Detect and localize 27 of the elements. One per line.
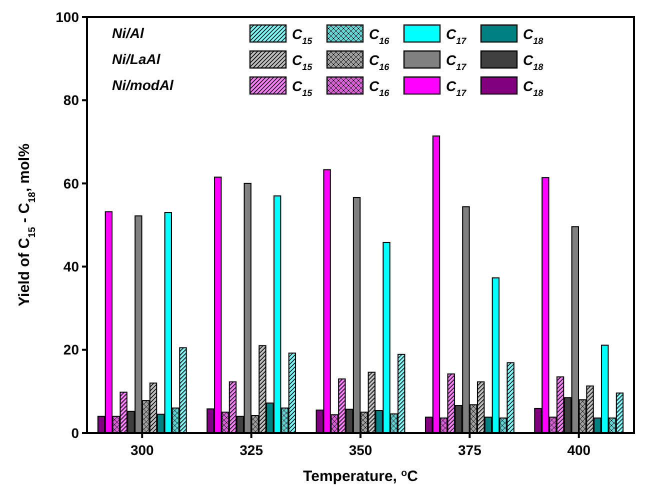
x-tick-label: 400 (567, 442, 591, 458)
legend-label: C$_{15}$ (292, 26, 314, 46)
legend-label: C$_{17}$ (446, 26, 468, 46)
legend-label: C$_{16}$ (369, 52, 390, 72)
y-tick-label: 0 (71, 424, 80, 441)
x-tick-label: 300 (130, 442, 154, 458)
y-tick-label: 60 (63, 175, 80, 192)
legend-label: C$_{17}$ (446, 52, 468, 72)
legend-label: C$_{18}$ (523, 52, 544, 72)
legend-label: C$_{15}$ (292, 52, 314, 72)
annotation: Ni/modAl (112, 77, 175, 93)
y-tick-label: 100 (56, 8, 80, 25)
y-tick-label: 40 (63, 258, 80, 274)
x-tick-label: 350 (348, 442, 372, 458)
legend-label: C$_{17}$ (446, 78, 468, 98)
legend-label: C$_{15}$ (292, 78, 314, 98)
x-axis-title: Temperature, $^{o}$C (303, 468, 418, 485)
legend-label: C$_{18}$ (523, 26, 544, 46)
x-tick-label: 325 (240, 442, 264, 458)
annotation: Ni/Al (112, 25, 145, 41)
y-tick-label: 80 (63, 92, 80, 108)
legend-label: C$_{16}$ (369, 26, 390, 46)
annotation: Ni/LaAl (112, 51, 162, 67)
y-tick-label: 20 (63, 342, 80, 358)
legend-label: C$_{16}$ (369, 78, 390, 98)
x-tick-label: 375 (458, 442, 482, 458)
legend-label: C$_{18}$ (523, 78, 544, 98)
